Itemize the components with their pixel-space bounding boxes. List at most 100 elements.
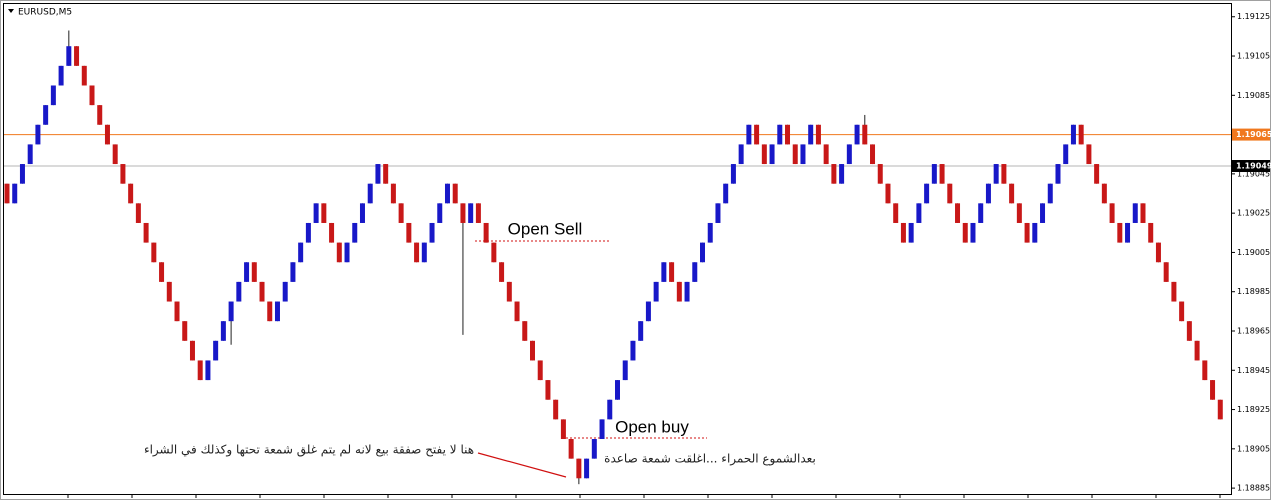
candle-body bbox=[993, 164, 999, 184]
candle-body bbox=[290, 262, 296, 282]
candle-body bbox=[1109, 203, 1115, 223]
candle-body bbox=[893, 203, 899, 223]
candle-body bbox=[553, 399, 559, 420]
candle-body bbox=[723, 183, 729, 204]
candle-body bbox=[189, 340, 195, 361]
candle-body bbox=[931, 164, 937, 184]
candle-body bbox=[336, 242, 342, 263]
price-label-box bbox=[1232, 128, 1270, 141]
candle-body bbox=[700, 242, 706, 263]
candle-body bbox=[1125, 222, 1131, 243]
candle-body bbox=[800, 144, 806, 165]
candle-body bbox=[514, 301, 520, 322]
candle-body bbox=[622, 360, 628, 381]
candle-body bbox=[4, 183, 10, 204]
candle-body bbox=[491, 242, 497, 263]
candle-body bbox=[166, 281, 172, 302]
candle-body bbox=[1086, 144, 1092, 165]
candle-body bbox=[398, 203, 404, 223]
y-tick-label: 1.19105 bbox=[1237, 52, 1270, 61]
candle-body bbox=[900, 222, 906, 243]
candle-body bbox=[970, 222, 976, 243]
candle-body bbox=[877, 164, 883, 184]
candle-body bbox=[112, 144, 118, 165]
candle-body bbox=[653, 281, 659, 302]
candle-body bbox=[313, 203, 319, 223]
candle-body bbox=[421, 242, 427, 263]
price-label: 1.19049 bbox=[1236, 162, 1271, 171]
candle-body bbox=[135, 203, 141, 223]
candle-body bbox=[815, 124, 821, 145]
candle-body bbox=[321, 203, 327, 223]
candle-body bbox=[452, 183, 458, 204]
candle-body bbox=[197, 360, 203, 381]
candle-body bbox=[985, 183, 991, 204]
candle-body bbox=[267, 301, 273, 322]
candle-body bbox=[1163, 262, 1169, 282]
candle-body bbox=[707, 222, 713, 243]
candle-body bbox=[228, 301, 234, 322]
candle-body bbox=[1140, 203, 1146, 223]
candle-body bbox=[244, 262, 250, 282]
candle-body bbox=[1148, 222, 1154, 243]
candle-body bbox=[367, 183, 373, 204]
candle-body bbox=[236, 281, 242, 302]
candle-body bbox=[89, 85, 95, 106]
y-tick-label: 1.19125 bbox=[1237, 12, 1270, 21]
candle-body bbox=[730, 164, 736, 184]
candle-body bbox=[978, 203, 984, 223]
candle-body bbox=[128, 183, 134, 204]
candle-body bbox=[1210, 380, 1216, 400]
candle-body bbox=[1009, 183, 1015, 204]
candle-body bbox=[205, 360, 211, 381]
candle-body bbox=[182, 321, 188, 341]
candle-body bbox=[962, 222, 968, 243]
candle-body bbox=[213, 340, 219, 361]
candle-body bbox=[576, 458, 582, 479]
candle-body bbox=[1070, 124, 1076, 145]
candle-body bbox=[27, 144, 33, 165]
candle-body bbox=[862, 124, 868, 145]
candle-body bbox=[1024, 222, 1030, 243]
candle-body bbox=[615, 380, 620, 400]
candle-body bbox=[661, 262, 667, 282]
candle-body bbox=[43, 105, 49, 125]
candle-body bbox=[143, 222, 149, 243]
candle-body bbox=[522, 321, 528, 341]
menu-arrow bbox=[8, 9, 14, 13]
y-tick-label: 1.18905 bbox=[1237, 444, 1270, 453]
candle-body bbox=[298, 242, 304, 263]
candle-body bbox=[352, 222, 358, 243]
candle-body bbox=[854, 124, 860, 145]
annotation-arabic: بعدالشموع الحمراء ...اغلقت شمعة صاعدة bbox=[604, 452, 816, 467]
candle-body bbox=[390, 183, 396, 204]
candle-body bbox=[669, 262, 675, 282]
candle-body bbox=[329, 222, 335, 243]
candle-body bbox=[1001, 164, 1007, 184]
candle-body bbox=[777, 124, 783, 145]
candle-body bbox=[761, 144, 767, 165]
candle-body bbox=[599, 419, 605, 440]
candle-body bbox=[1047, 183, 1053, 204]
pointer-line bbox=[477, 452, 567, 478]
candle-body bbox=[12, 183, 18, 204]
candle-body bbox=[568, 439, 574, 459]
annotation: Open Sell bbox=[508, 219, 583, 238]
candle-body bbox=[97, 105, 103, 125]
candle-body bbox=[66, 46, 72, 66]
candle-body bbox=[924, 183, 930, 204]
candle-body bbox=[769, 144, 775, 165]
candle-body bbox=[545, 380, 551, 400]
candle-body bbox=[792, 144, 798, 165]
y-tick-label: 1.18985 bbox=[1237, 287, 1270, 296]
candle-body bbox=[746, 124, 752, 145]
candle-body bbox=[414, 242, 420, 263]
y-tick-label: 1.18945 bbox=[1237, 366, 1270, 375]
candle-body bbox=[738, 144, 744, 165]
candle-body bbox=[81, 65, 87, 86]
candle-body bbox=[499, 262, 505, 282]
candle-body bbox=[1032, 222, 1038, 243]
candle-body bbox=[537, 360, 543, 381]
candle-body bbox=[120, 164, 126, 184]
candle-body bbox=[483, 222, 489, 243]
